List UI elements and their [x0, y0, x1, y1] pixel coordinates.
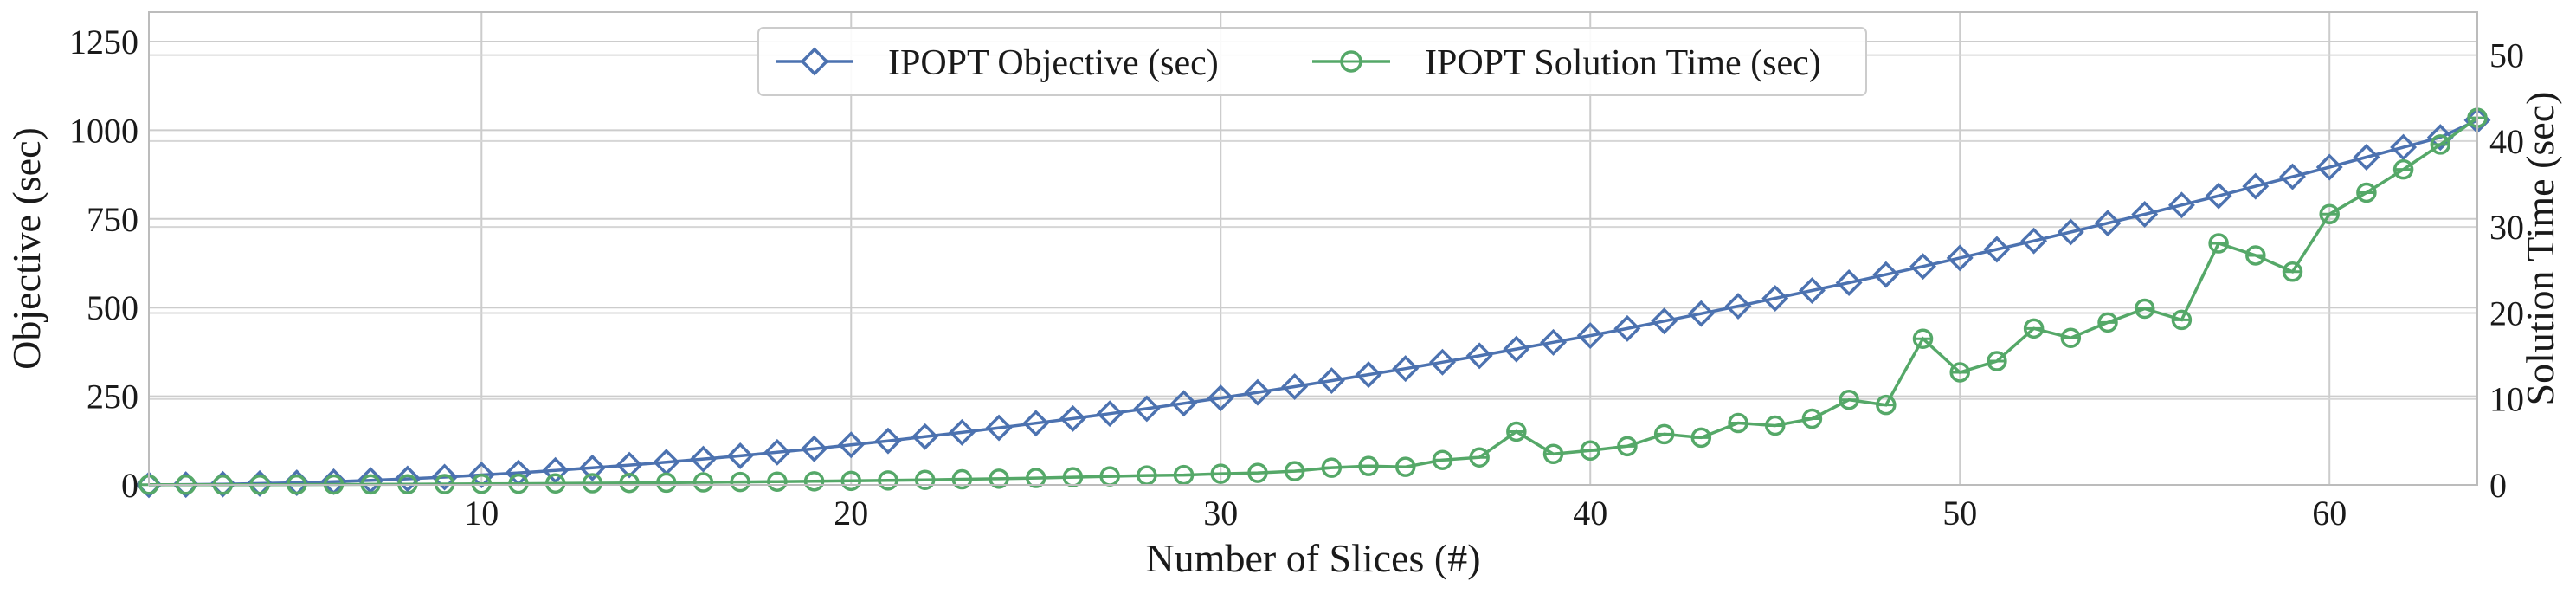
data-point-diamond: [1207, 384, 1234, 412]
series-line: [149, 116, 2479, 487]
y-tick-label-left: 500: [87, 288, 138, 327]
legend-label: IPOPT Solution Time (sec): [1425, 43, 1821, 83]
data-point-diamond: [985, 414, 1013, 442]
data-point-diamond: [542, 456, 570, 484]
data-point-diamond: [1059, 404, 1086, 432]
data-point-diamond: [1872, 261, 1900, 288]
data-point-diamond: [467, 462, 495, 489]
data-point-diamond: [763, 438, 791, 466]
x-tick-label: 40: [1573, 494, 1607, 533]
x-tick-label: 60: [2312, 494, 2347, 533]
data-point-diamond: [1651, 307, 1678, 335]
y-axis-label-right: Solution Time (sec): [2518, 92, 2562, 406]
data-point-diamond: [2426, 124, 2454, 152]
data-point-diamond: [690, 445, 717, 473]
y-tick-label-right: 40: [2489, 122, 2524, 161]
data-point-diamond: [1613, 314, 1641, 342]
plot-frame: [148, 11, 2478, 486]
data-point-diamond: [1724, 293, 1752, 320]
data-point-diamond: [1281, 373, 1309, 401]
legend-marker-diamond: [800, 47, 829, 76]
legend-label: IPOPT Objective (sec): [888, 43, 1219, 83]
data-point-diamond: [2353, 144, 2380, 171]
x-tick-label: 10: [464, 494, 499, 533]
data-point-diamond: [2167, 191, 2195, 219]
data-point-diamond: [1392, 355, 1420, 383]
data-point-diamond: [1428, 348, 1456, 376]
data-point-diamond: [2242, 172, 2270, 200]
data-point-diamond: [874, 427, 902, 455]
data-point-diamond: [1244, 378, 1272, 406]
x-tick-label: 50: [1942, 494, 1977, 533]
data-point-diamond: [801, 435, 828, 462]
x-tick-label: 30: [1203, 494, 1238, 533]
data-point-diamond: [2131, 200, 2159, 228]
data-point-diamond: [726, 442, 754, 469]
data-point-diamond: [2279, 163, 2306, 190]
y-tick-label-right: 50: [2489, 36, 2524, 75]
data-point-diamond: [837, 431, 865, 459]
data-point-diamond: [1096, 400, 1124, 428]
data-point-diamond: [431, 463, 459, 491]
y-tick-label-left: 250: [87, 378, 138, 416]
data-point-diamond: [948, 418, 976, 446]
y-axis-label-left: Objective (sec): [4, 127, 48, 370]
x-axis-label: Number of Slices (#): [1145, 536, 1480, 580]
data-point-diamond: [1022, 410, 1050, 437]
data-point-diamond: [1761, 285, 1789, 313]
data-point-diamond: [2315, 153, 2343, 181]
legend-item: IPOPT Solution Time (sec): [1312, 43, 1821, 83]
y-tick-label-left: 1000: [69, 111, 138, 150]
data-point-diamond: [1835, 269, 1863, 297]
data-point-diamond: [578, 454, 606, 481]
data-point-diamond: [1170, 390, 1198, 417]
tick-labels: 10 20 30 40 50 60 0 250 500 750 1000 1250 0 10 20 30 40 5…: [69, 23, 2524, 533]
data-point-diamond: [1503, 335, 1530, 363]
data-point-diamond: [2094, 210, 2122, 237]
data-point-diamond: [2020, 227, 2048, 255]
series-line: [148, 119, 2478, 487]
y-tick-label-right: 20: [2489, 294, 2524, 333]
data-point-diamond: [615, 451, 643, 479]
data-point-diamond: [1687, 300, 1715, 327]
y-tick-label-left: 0: [121, 466, 138, 505]
data-point-diamond: [1983, 236, 2011, 263]
legend-item: IPOPT Objective (sec): [776, 43, 1219, 83]
series-objective: [135, 107, 2491, 499]
y-tick-label-right: 0: [2489, 466, 2507, 505]
data-point-diamond: [1946, 244, 1974, 272]
data-point-diamond: [2390, 133, 2418, 161]
series-solution-time: [138, 107, 2488, 495]
data-point-diamond: [1317, 367, 1345, 395]
data-point-diamond: [1540, 328, 1568, 356]
data-point-diamond: [394, 465, 422, 493]
data-point-diamond: [1798, 277, 1826, 305]
data-point-diamond: [1355, 361, 1382, 389]
data-point-diamond: [1133, 395, 1161, 423]
plot-area: [135, 107, 2491, 499]
data-point-diamond: [1909, 253, 1936, 281]
x-tick-label: 20: [834, 494, 868, 533]
data-point-diamond: [2057, 218, 2084, 246]
y-tick-label-left: 1250: [69, 23, 138, 61]
y-tick-label-left: 750: [87, 200, 138, 239]
y-tick-label-right: 30: [2489, 208, 2524, 247]
data-point-diamond: [911, 423, 939, 450]
legend: IPOPT Objective (sec) IPOPT Solution Time…: [757, 27, 1867, 96]
data-point-diamond: [1465, 342, 1493, 370]
data-point-diamond: [2205, 182, 2232, 210]
data-point-diamond: [1576, 322, 1604, 350]
y-tick-label-right: 10: [2489, 380, 2524, 419]
